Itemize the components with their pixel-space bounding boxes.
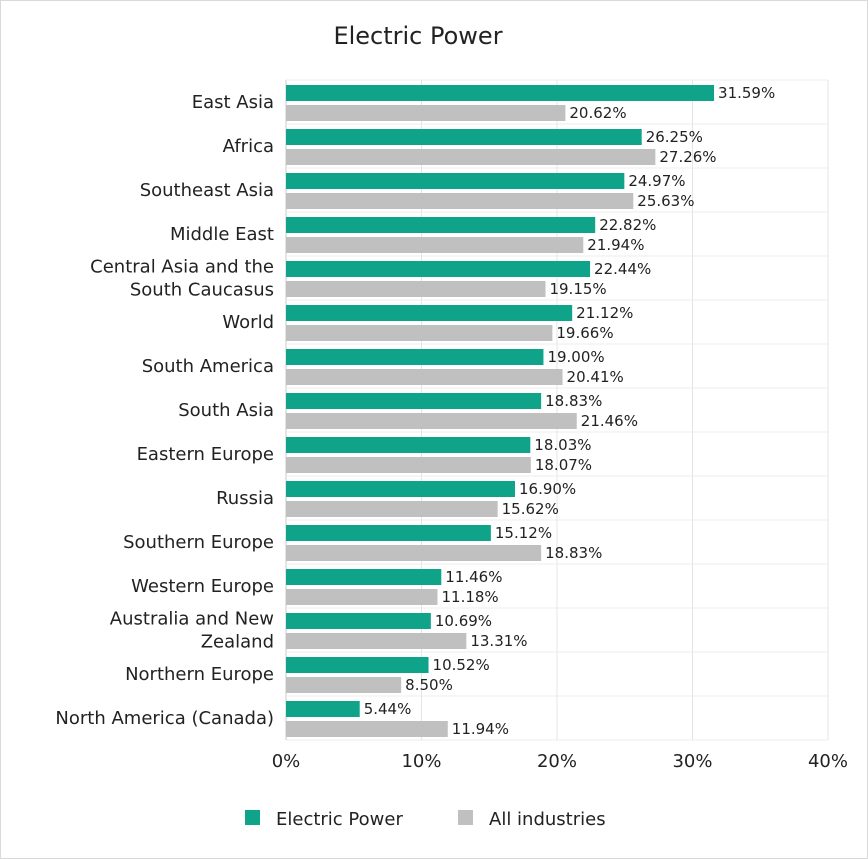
- bar: [286, 85, 715, 101]
- data-label: 11.94%: [452, 720, 509, 738]
- bar: [286, 129, 642, 145]
- bar: [286, 677, 402, 693]
- bar: [286, 457, 531, 473]
- data-label: 16.90%: [519, 480, 576, 498]
- category-label: South Caucasus: [130, 280, 274, 301]
- x-tick-label: 40%: [808, 751, 848, 772]
- data-label: 20.41%: [567, 368, 624, 386]
- bar: [286, 149, 656, 165]
- category-label: Zealand: [201, 632, 274, 653]
- bar: [286, 633, 467, 649]
- category-label: Russia: [216, 488, 274, 509]
- data-label: 11.46%: [445, 568, 502, 586]
- bars: 31.59% 26.25% 24.97% 22.82% 22.44% 21.12% 19.0…: [286, 84, 775, 738]
- data-label: 18.07%: [535, 456, 592, 474]
- legend-swatch: [458, 810, 473, 825]
- category-label: World: [222, 312, 274, 333]
- data-label: 19.15%: [549, 280, 606, 298]
- data-label: 18.83%: [545, 544, 602, 562]
- bar: [286, 589, 438, 605]
- category-label: South Asia: [178, 400, 274, 421]
- bar: [286, 393, 542, 409]
- bar: [286, 721, 448, 737]
- category-label: South America: [142, 356, 274, 377]
- bar: [286, 349, 544, 365]
- data-label: 11.18%: [441, 588, 498, 606]
- data-label: 21.94%: [587, 236, 644, 254]
- category-label: Eastern Europe: [137, 444, 274, 465]
- category-label: Australia and New: [110, 609, 274, 630]
- bar: [286, 413, 577, 429]
- data-label: 15.62%: [502, 500, 559, 518]
- legend-label: All industries: [489, 809, 606, 830]
- bar: [286, 237, 584, 253]
- data-label: 18.03%: [534, 436, 591, 454]
- legend-swatch: [245, 810, 260, 825]
- bar: [286, 545, 542, 561]
- data-label: 8.50%: [405, 676, 453, 694]
- data-label: 22.44%: [594, 260, 651, 278]
- bar: [286, 281, 546, 297]
- data-label: 31.59%: [718, 84, 775, 102]
- bar: [286, 701, 360, 717]
- bar: [286, 325, 553, 341]
- category-label: North America (Canada): [55, 708, 274, 729]
- category-label: East Asia: [192, 92, 274, 113]
- data-label: 19.00%: [547, 348, 604, 366]
- bar: [286, 369, 563, 385]
- bar: [286, 657, 429, 673]
- x-tick-label: 30%: [672, 751, 712, 772]
- data-label: 21.12%: [576, 304, 633, 322]
- x-axis-ticks: 0% 10% 20% 30% 40%: [272, 751, 848, 772]
- data-label: 18.83%: [545, 392, 602, 410]
- data-label: 10.52%: [433, 656, 490, 674]
- data-label: 27.26%: [659, 148, 716, 166]
- data-label: 15.12%: [495, 524, 552, 542]
- category-label: Southeast Asia: [140, 180, 274, 201]
- data-label: 24.97%: [628, 172, 685, 190]
- x-tick-label: 20%: [537, 751, 577, 772]
- bar: [286, 481, 515, 497]
- x-tick-label: 0%: [272, 751, 301, 772]
- bar: [286, 261, 591, 277]
- bar: [286, 217, 596, 233]
- bar: [286, 305, 573, 321]
- data-label: 20.62%: [569, 104, 626, 122]
- bar: [286, 525, 491, 541]
- data-label: 22.82%: [599, 216, 656, 234]
- category-label: Middle East: [170, 224, 274, 245]
- data-label: 19.66%: [556, 324, 613, 342]
- bar: [286, 437, 531, 453]
- x-tick-label: 10%: [401, 751, 441, 772]
- bar: [286, 613, 431, 629]
- category-label: Southern Europe: [123, 532, 274, 553]
- legend-label: Electric Power: [276, 809, 403, 830]
- data-label: 25.63%: [637, 192, 694, 210]
- category-label: Africa: [223, 136, 274, 157]
- data-label: 21.46%: [581, 412, 638, 430]
- data-label: 5.44%: [364, 700, 412, 718]
- bar: [286, 569, 442, 585]
- chart-title: Electric Power: [333, 22, 502, 50]
- category-labels: East Asia Africa Southeast Asia Middle East…: [55, 92, 274, 729]
- bar: [286, 501, 498, 517]
- data-label: 10.69%: [435, 612, 492, 630]
- data-label: 26.25%: [646, 128, 703, 146]
- grid: [285, 79, 829, 741]
- legend: Electric Power All industries: [245, 809, 606, 830]
- bar: [286, 173, 625, 189]
- bar: [286, 193, 634, 209]
- category-label: Northern Europe: [125, 664, 274, 685]
- category-label: Central Asia and the: [90, 257, 274, 278]
- category-label: Western Europe: [131, 576, 274, 597]
- data-label: 13.31%: [470, 632, 527, 650]
- bar: [286, 105, 566, 121]
